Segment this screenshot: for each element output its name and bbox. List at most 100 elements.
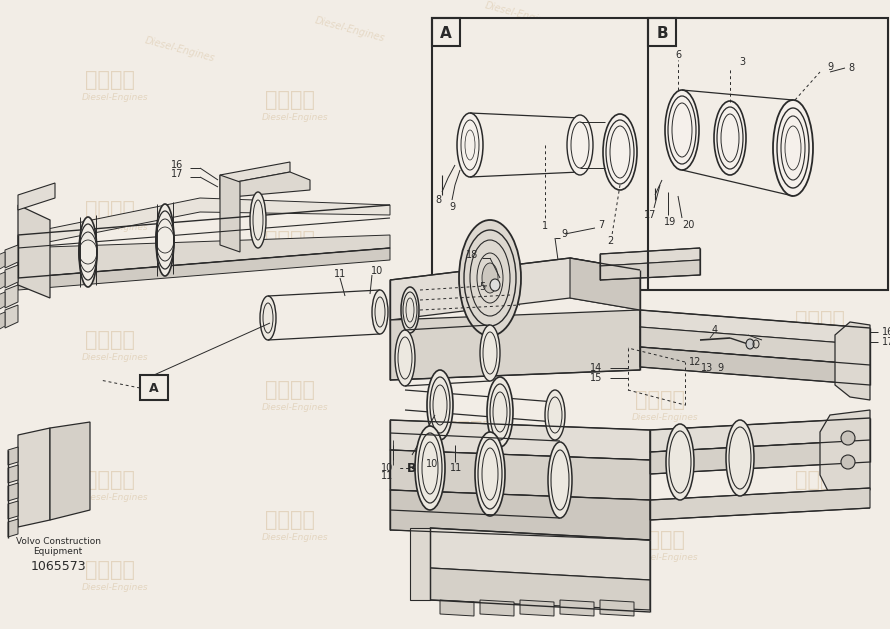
Polygon shape <box>8 447 18 465</box>
Text: 14: 14 <box>590 363 602 373</box>
Text: Volvo Construction: Volvo Construction <box>15 538 101 547</box>
Polygon shape <box>18 205 50 298</box>
Polygon shape <box>18 183 55 210</box>
Text: A: A <box>441 26 452 40</box>
Polygon shape <box>835 322 870 400</box>
Text: Diesel-Engines: Diesel-Engines <box>314 16 386 44</box>
Text: 紫发动力: 紫发动力 <box>445 420 495 440</box>
Ellipse shape <box>545 390 565 440</box>
Polygon shape <box>0 252 5 270</box>
Ellipse shape <box>372 290 388 334</box>
Polygon shape <box>220 175 240 252</box>
Text: 9: 9 <box>827 62 833 72</box>
Text: 7: 7 <box>598 220 604 230</box>
Text: Diesel-Engines: Diesel-Engines <box>144 36 216 64</box>
Text: Diesel-Engines: Diesel-Engines <box>792 494 858 503</box>
Ellipse shape <box>666 424 694 500</box>
Ellipse shape <box>457 113 483 177</box>
Text: 紫发动力: 紫发动力 <box>635 530 685 550</box>
Ellipse shape <box>459 220 521 336</box>
Text: 11: 11 <box>381 471 393 481</box>
Bar <box>432 18 460 46</box>
Ellipse shape <box>480 325 500 381</box>
Polygon shape <box>5 245 18 268</box>
Ellipse shape <box>490 279 500 291</box>
Text: 17: 17 <box>882 337 890 347</box>
Text: Diesel-Engines: Diesel-Engines <box>82 353 149 362</box>
Text: 19: 19 <box>664 217 676 227</box>
Text: 4: 4 <box>712 325 718 335</box>
Bar <box>398 455 426 480</box>
Text: 紫发动力: 紫发动力 <box>635 80 685 100</box>
Text: 紫发动力: 紫发动力 <box>445 110 495 130</box>
Polygon shape <box>820 410 870 495</box>
Polygon shape <box>18 235 390 278</box>
Text: Diesel-Engines: Diesel-Engines <box>792 174 858 182</box>
Polygon shape <box>5 265 18 288</box>
Ellipse shape <box>395 330 415 386</box>
Text: 13: 13 <box>701 363 713 373</box>
Polygon shape <box>640 310 870 345</box>
Polygon shape <box>0 292 5 310</box>
Text: Diesel-Engines: Diesel-Engines <box>632 253 699 262</box>
Text: 3: 3 <box>739 57 745 67</box>
Text: 8: 8 <box>435 195 441 205</box>
Text: 紫发动力: 紫发动力 <box>795 310 845 330</box>
Text: 15: 15 <box>590 373 602 383</box>
Polygon shape <box>0 312 5 330</box>
Polygon shape <box>410 528 430 600</box>
Text: 8: 8 <box>848 63 854 73</box>
Ellipse shape <box>415 426 445 510</box>
Text: Diesel-Engines: Diesel-Engines <box>262 533 328 542</box>
Text: Equipment: Equipment <box>34 547 83 557</box>
Text: 11: 11 <box>449 463 462 473</box>
Text: Diesel-Engines: Diesel-Engines <box>262 113 328 123</box>
Text: 紫发动力: 紫发动力 <box>795 150 845 170</box>
Text: 紫发动力: 紫发动力 <box>265 230 315 250</box>
Text: 紫发动力: 紫发动力 <box>85 330 135 350</box>
Text: 紫发动力: 紫发动力 <box>265 90 315 110</box>
Text: 紫发动力: 紫发动力 <box>445 550 495 570</box>
Polygon shape <box>430 568 650 610</box>
Text: 18: 18 <box>465 250 478 260</box>
Text: Diesel-Engines: Diesel-Engines <box>262 253 328 262</box>
Text: 9: 9 <box>561 229 567 239</box>
Text: Diesel-Engines: Diesel-Engines <box>441 443 508 452</box>
Polygon shape <box>8 519 18 537</box>
Polygon shape <box>8 465 18 483</box>
Text: Diesel-Engines: Diesel-Engines <box>632 554 699 562</box>
Text: 10: 10 <box>381 463 393 473</box>
Text: 9: 9 <box>717 363 723 373</box>
Text: Diesel-Engines: Diesel-Engines <box>441 284 508 292</box>
Bar <box>140 375 168 400</box>
Ellipse shape <box>714 101 746 175</box>
Text: 20: 20 <box>682 220 694 230</box>
Polygon shape <box>480 600 514 616</box>
Polygon shape <box>5 285 18 308</box>
Ellipse shape <box>726 420 754 496</box>
Polygon shape <box>18 198 390 248</box>
Polygon shape <box>570 258 640 310</box>
Text: 紫发动力: 紫发动力 <box>85 560 135 580</box>
Ellipse shape <box>482 263 498 293</box>
Polygon shape <box>650 488 870 520</box>
Polygon shape <box>220 162 290 185</box>
Ellipse shape <box>79 217 97 287</box>
Text: Diesel-Engines: Diesel-Engines <box>82 223 149 233</box>
Ellipse shape <box>841 431 855 445</box>
Text: 紫发动力: 紫发动力 <box>445 260 495 280</box>
Ellipse shape <box>746 339 754 349</box>
Polygon shape <box>390 310 640 380</box>
Polygon shape <box>50 422 90 520</box>
Text: 紫发动力: 紫发动力 <box>635 230 685 250</box>
Text: 紫发动力: 紫发动力 <box>85 200 135 220</box>
Text: Diesel-Engines: Diesel-Engines <box>262 403 328 413</box>
Text: 紫发动力: 紫发动力 <box>635 390 685 410</box>
Ellipse shape <box>665 90 699 170</box>
Text: 16: 16 <box>882 327 890 337</box>
Text: Diesel-Engines: Diesel-Engines <box>82 584 149 593</box>
Ellipse shape <box>260 296 276 340</box>
Text: 6: 6 <box>675 50 681 60</box>
Ellipse shape <box>401 287 419 333</box>
Bar <box>432 18 888 290</box>
